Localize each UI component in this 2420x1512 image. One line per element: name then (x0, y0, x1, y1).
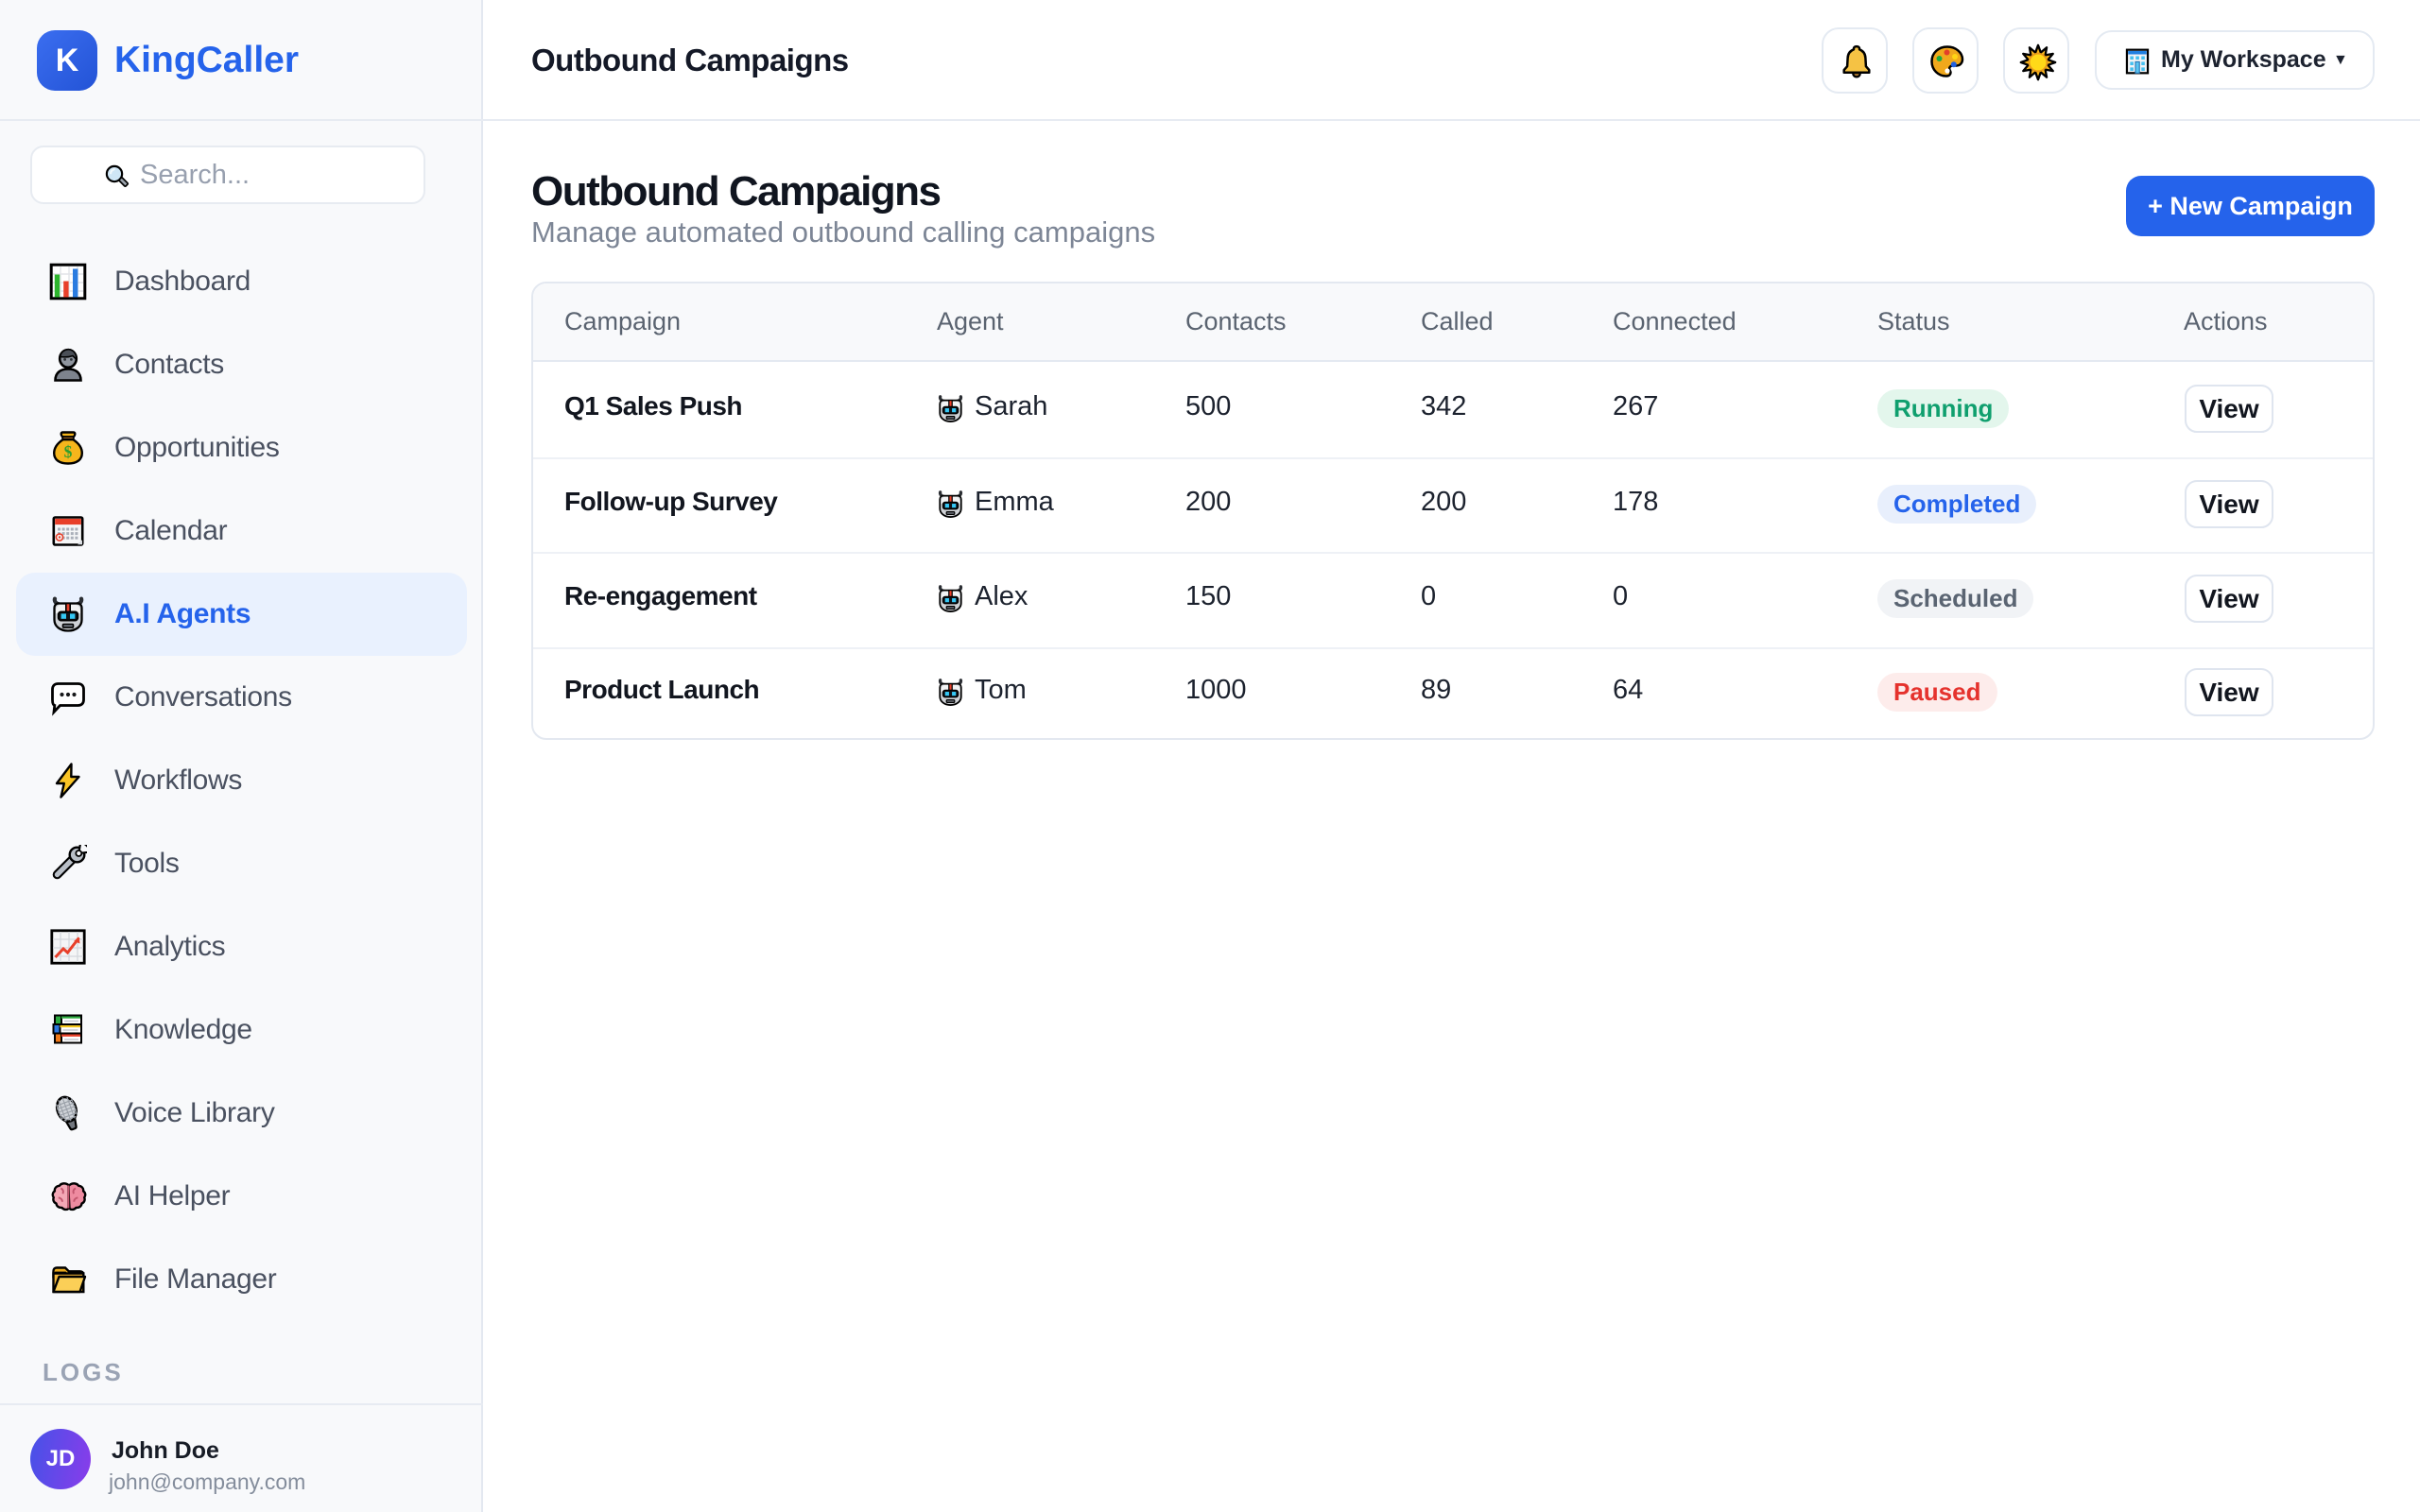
svg-text:$: $ (64, 442, 73, 461)
